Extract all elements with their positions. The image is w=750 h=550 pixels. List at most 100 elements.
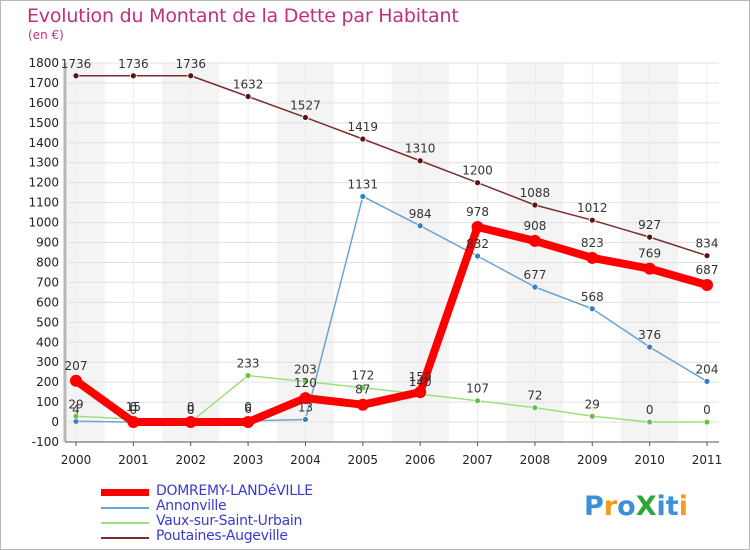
data-label-poutaines-augeville: 834 <box>696 237 719 251</box>
y-tick-label: 500 <box>36 315 59 329</box>
x-tick-label: 2002 <box>175 453 206 467</box>
data-label-domremy-land-ville: 687 <box>696 263 719 277</box>
data-label-vaux-sur-saint-urbain: 15 <box>126 400 141 414</box>
legend-label-vaux: Vaux-sur-Saint-Urbain <box>156 513 303 529</box>
y-tick-label: 1100 <box>28 196 59 210</box>
proxiti-logo: ProXiti <box>584 491 688 522</box>
x-tick-label: 2011 <box>692 453 723 467</box>
y-tick-label: 700 <box>36 275 59 289</box>
data-point-poutaines-augeville <box>646 233 654 241</box>
data-point-domremy-land-ville <box>299 392 312 405</box>
data-label-vaux-sur-saint-urbain: 140 <box>409 375 432 389</box>
x-tick-label: 2006 <box>405 453 436 467</box>
data-label-annonville: 0 <box>130 403 138 417</box>
data-label-annonville: 4 <box>72 402 80 416</box>
chart-title: Evolution du Montant de la Dette par Hab… <box>27 5 459 27</box>
data-point-vaux-sur-saint-urbain <box>244 372 252 379</box>
logo-letter: i <box>678 491 688 522</box>
y-tick-label: 1600 <box>28 96 59 110</box>
data-point-vaux-sur-saint-urbain <box>531 404 539 412</box>
data-point-vaux-sur-saint-urbain <box>588 412 596 420</box>
data-label-annonville: 6 <box>244 402 252 416</box>
legend-swatch-annonville <box>101 507 149 509</box>
data-point-poutaines-augeville <box>703 252 711 260</box>
data-point-domremy-land-ville <box>242 416 255 429</box>
data-label-poutaines-augeville: 1088 <box>520 186 551 200</box>
y-tick-label: 800 <box>36 255 59 269</box>
series-line-poutaines-augeville <box>75 75 708 257</box>
data-label-domremy-land-ville: 0 <box>244 400 252 414</box>
y-tick-label: 1400 <box>28 136 59 150</box>
data-point-poutaines-augeville <box>302 114 309 121</box>
x-tick-label: 2000 <box>61 453 92 467</box>
data-point-annonville <box>302 416 309 423</box>
data-label-vaux-sur-saint-urbain: 233 <box>237 357 260 371</box>
data-point-domremy-land-ville <box>701 279 713 292</box>
data-point-domremy-land-ville <box>184 416 197 429</box>
data-point-poutaines-augeville <box>129 72 137 80</box>
data-point-annonville <box>359 193 367 200</box>
data-point-domremy-land-ville <box>356 398 369 411</box>
data-label-domremy-land-ville: 978 <box>466 205 489 219</box>
data-label-vaux-sur-saint-urbain: 107 <box>466 382 489 396</box>
y-tick-label: 600 <box>36 295 59 309</box>
y-tick-label: 1200 <box>28 176 59 190</box>
data-point-poutaines-augeville <box>244 93 252 100</box>
data-label-annonville: 832 <box>466 237 489 251</box>
legend-item-domremy: DOMREMY-LANDéVILLE <box>101 483 361 500</box>
data-point-vaux-sur-saint-urbain <box>646 418 654 426</box>
data-label-annonville: 1131 <box>348 177 379 191</box>
y-tick-label: 300 <box>36 355 59 369</box>
data-label-poutaines-augeville: 1419 <box>348 120 379 134</box>
data-point-domremy-land-ville <box>586 251 599 264</box>
logo-letter: X <box>635 491 657 522</box>
data-label-poutaines-augeville: 1310 <box>405 142 436 156</box>
data-label-domremy-land-ville: 908 <box>523 219 546 233</box>
data-label-domremy-land-ville: 769 <box>638 247 661 261</box>
data-label-poutaines-augeville: 1527 <box>290 98 321 112</box>
data-point-poutaines-augeville <box>187 72 195 80</box>
data-label-domremy-land-ville: 0 <box>187 400 195 414</box>
data-label-vaux-sur-saint-urbain: 0 <box>187 403 195 417</box>
data-label-domremy-land-ville: 823 <box>581 236 604 250</box>
data-point-domremy-land-ville <box>471 220 484 233</box>
data-label-annonville: 984 <box>409 207 432 221</box>
logo-letter: t <box>665 491 679 522</box>
x-tick-label: 2003 <box>233 453 264 467</box>
x-tick-label: 2009 <box>577 453 608 467</box>
data-label-vaux-sur-saint-urbain: 0 <box>646 403 654 417</box>
data-label-annonville: 0 <box>187 403 195 417</box>
data-label-poutaines-augeville: 1200 <box>462 164 493 178</box>
data-label-vaux-sur-saint-urbain: 29 <box>68 397 83 411</box>
legend-swatch-vaux <box>101 522 149 524</box>
data-point-domremy-land-ville <box>127 416 140 429</box>
data-point-domremy-land-ville <box>528 234 541 247</box>
data-point-poutaines-augeville <box>474 179 481 187</box>
legend-item-poutaines: Poutaines-Augeville <box>101 528 361 545</box>
data-point-poutaines-augeville <box>531 201 539 209</box>
x-tick-label: 2005 <box>348 453 379 467</box>
data-label-vaux-sur-saint-urbain: 203 <box>294 363 317 377</box>
x-tick-label: 2007 <box>462 453 493 467</box>
data-label-domremy-land-ville: 120 <box>294 376 317 390</box>
data-label-poutaines-augeville: 1736 <box>175 57 206 71</box>
data-point-poutaines-augeville <box>72 72 80 80</box>
data-point-vaux-sur-saint-urbain <box>72 412 80 420</box>
data-point-vaux-sur-saint-urbain <box>302 378 309 385</box>
y-tick-label: 400 <box>36 335 59 349</box>
data-label-poutaines-augeville: 1632 <box>233 78 264 92</box>
logo-letter: r <box>603 491 618 522</box>
data-point-vaux-sur-saint-urbain <box>359 384 367 392</box>
y-tick-label: 1500 <box>28 116 59 130</box>
y-tick-label: 200 <box>36 375 59 389</box>
logo-letter: o <box>617 491 636 522</box>
data-point-annonville <box>646 343 654 351</box>
data-point-poutaines-augeville <box>359 135 367 143</box>
data-point-poutaines-augeville <box>416 157 424 165</box>
x-tick-label: 2004 <box>290 453 321 467</box>
logo-letter: i <box>656 491 666 522</box>
y-tick-label: 1300 <box>28 156 59 170</box>
data-point-annonville <box>474 252 481 260</box>
data-point-annonville <box>531 283 539 291</box>
